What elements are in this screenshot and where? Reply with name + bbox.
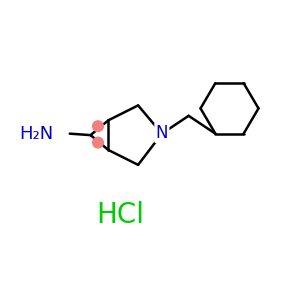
Text: N: N bbox=[156, 124, 168, 142]
Circle shape bbox=[93, 137, 103, 148]
Text: HCl: HCl bbox=[96, 201, 144, 230]
Circle shape bbox=[93, 121, 103, 132]
Text: H₂N: H₂N bbox=[19, 125, 53, 143]
